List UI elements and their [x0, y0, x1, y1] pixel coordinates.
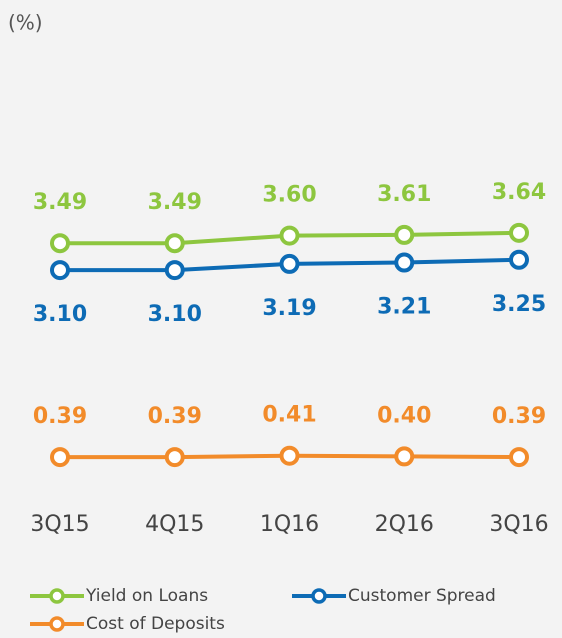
legend-label: Customer Spread [348, 586, 496, 606]
point [509, 249, 529, 270]
data-label: 3.64 [492, 180, 546, 205]
data-label: 3.49 [148, 190, 202, 215]
legend-marker [311, 588, 327, 604]
point [50, 447, 70, 468]
data-label: 0.40 [377, 403, 431, 428]
point [279, 253, 300, 274]
data-label: 3.10 [148, 302, 202, 327]
y-axis-label: (%) [8, 11, 43, 35]
legend-marker [49, 616, 65, 632]
data-label: 3.10 [33, 302, 87, 327]
point [509, 447, 529, 468]
point [279, 225, 300, 246]
legend-marker [49, 588, 65, 604]
data-label: 0.39 [148, 404, 202, 429]
point [509, 222, 529, 243]
point [394, 252, 415, 273]
point [164, 233, 185, 254]
legend-label: Cost of Deposits [86, 614, 225, 634]
data-label: 3.25 [492, 292, 546, 317]
x-tick-label: 1Q16 [260, 512, 319, 537]
data-label: 3.21 [377, 295, 431, 320]
data-label: 3.60 [262, 183, 316, 208]
data-label: 0.39 [33, 404, 87, 429]
x-tick-label: 3Q15 [30, 512, 89, 537]
data-label: 0.39 [492, 404, 546, 429]
point [50, 260, 70, 281]
point [279, 445, 300, 466]
point [164, 260, 185, 281]
point [50, 233, 70, 254]
data-label: 3.19 [262, 296, 316, 321]
point [394, 446, 415, 467]
x-tick-label: 3Q16 [489, 512, 548, 537]
x-tick-label: 4Q15 [145, 512, 204, 537]
data-label: 0.41 [262, 403, 316, 428]
point [394, 224, 415, 245]
data-label: 3.61 [377, 182, 431, 207]
x-tick-label: 2Q16 [375, 512, 434, 537]
point [164, 447, 185, 468]
data-label: 3.49 [33, 190, 87, 215]
legend-label: Yield on Loans [85, 586, 208, 606]
